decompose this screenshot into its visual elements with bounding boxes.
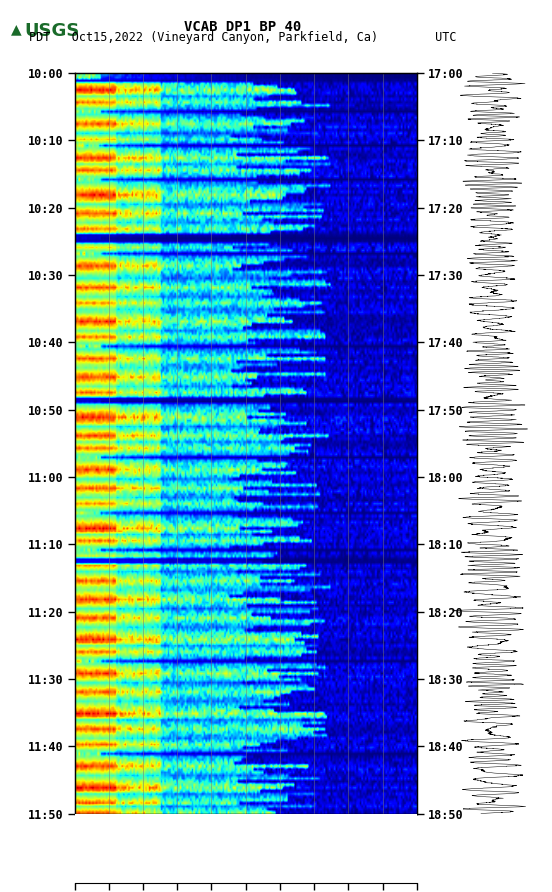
Text: VCAB DP1 BP 40: VCAB DP1 BP 40 [184,20,301,34]
Text: ▲: ▲ [11,22,22,37]
Text: USGS: USGS [25,22,80,40]
Text: PDT   Oct15,2022 (Vineyard Canyon, Parkfield, Ca)        UTC: PDT Oct15,2022 (Vineyard Canyon, Parkfie… [29,31,457,45]
